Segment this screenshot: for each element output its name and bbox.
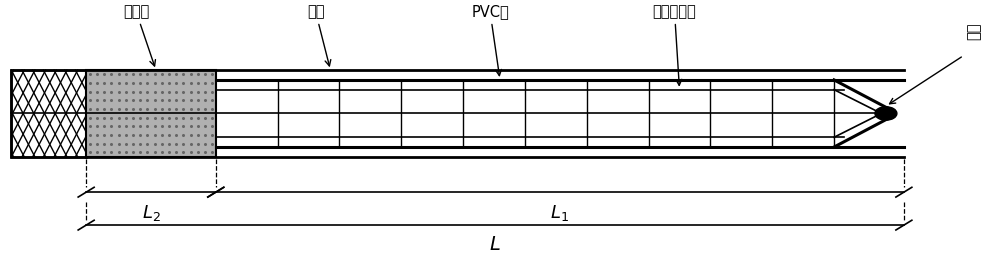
Bar [11,70,86,157]
Bar [86,70,216,157]
Text: $L_1$: $L_1$ [550,203,569,223]
Text: 雷管: 雷管 [966,22,981,40]
Bar [86,70,216,157]
Ellipse shape [875,107,897,120]
Text: 炮孔: 炮孔 [307,4,331,66]
Text: 调整后药卷: 调整后药卷 [653,4,696,85]
Bar [11,70,86,157]
Text: $L$: $L$ [489,235,501,254]
Text: PVC管: PVC管 [471,4,509,76]
Text: 堵塞物: 堵塞物 [123,4,155,66]
Text: $L_2$: $L_2$ [142,203,160,223]
